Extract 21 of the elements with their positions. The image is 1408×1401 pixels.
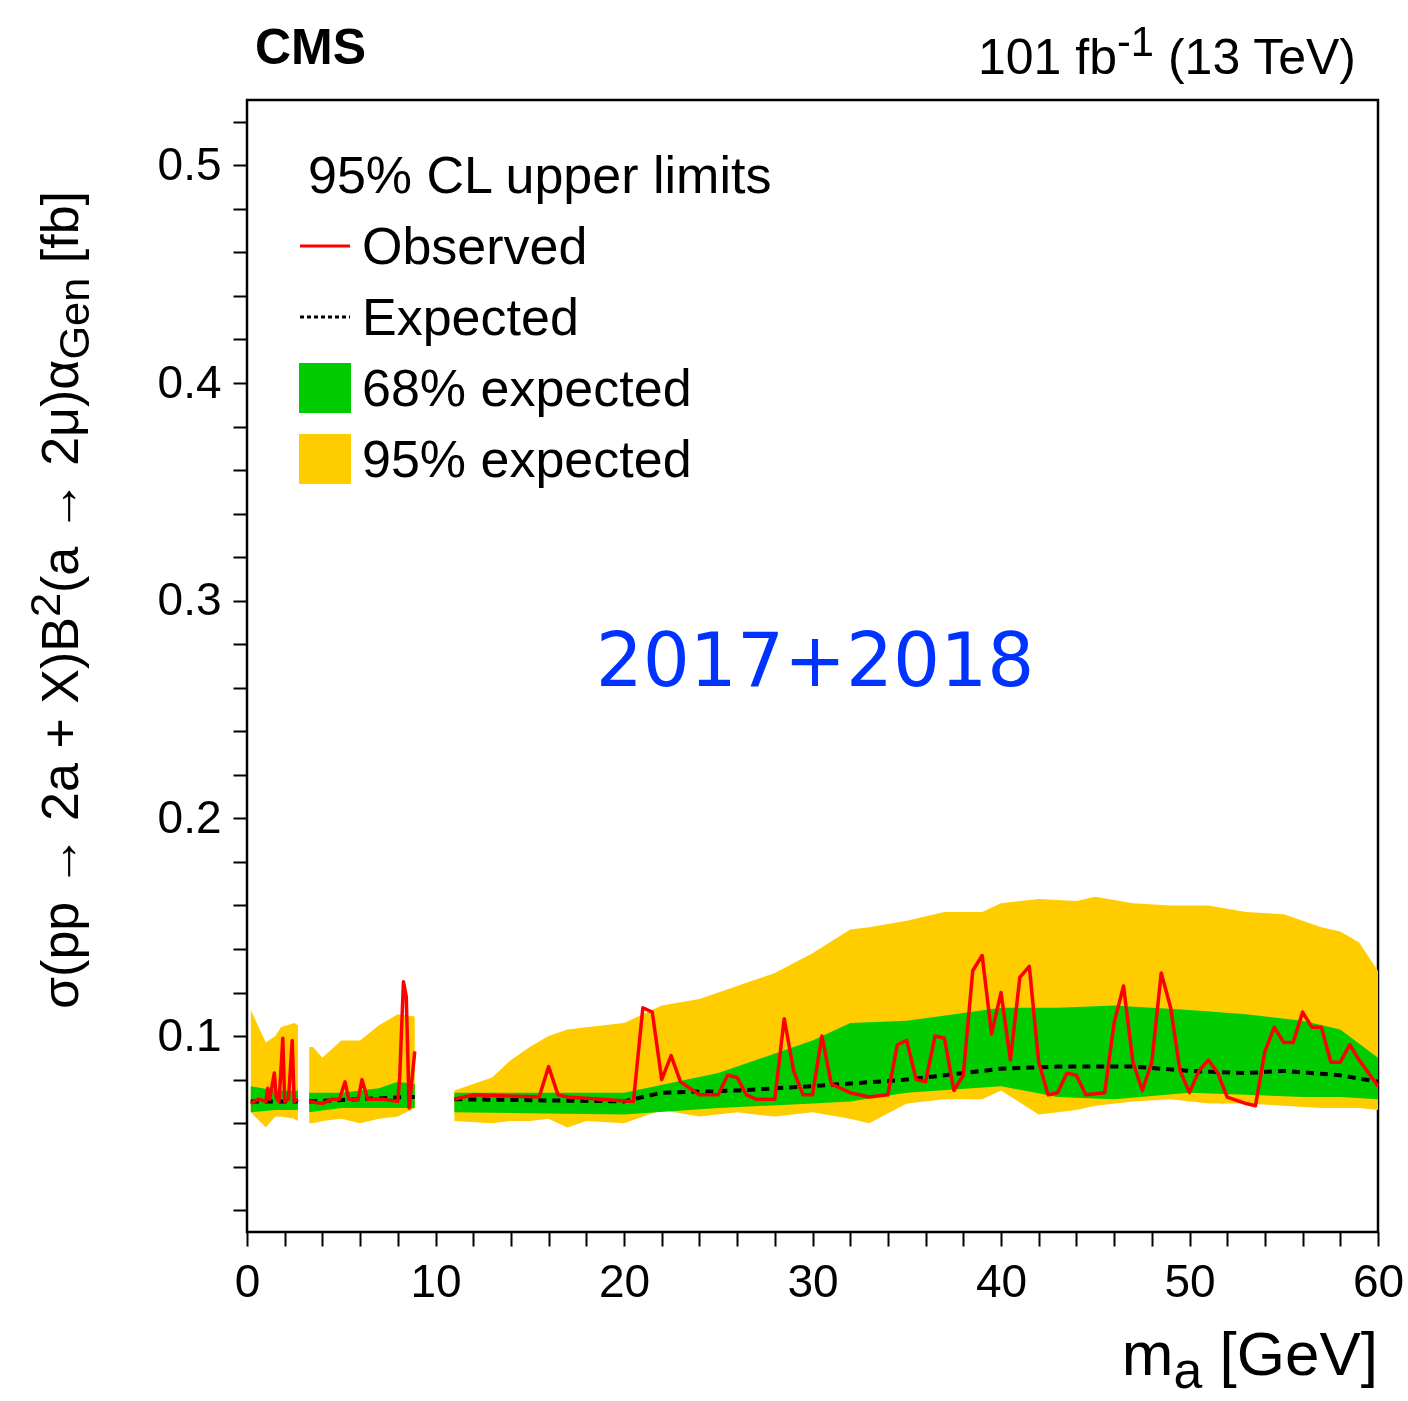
y-tick-label: 0.2 [157,790,222,843]
legend-title: 95% CL upper limits [308,145,772,206]
legend-label: Observed [362,215,588,276]
y-tick-label: 0.3 [157,573,222,626]
x-tick-label: 10 [410,1254,462,1307]
x-tick-label: 50 [1164,1254,1216,1307]
x-tick-label: 60 [1352,1254,1405,1307]
y-tick-label: 0.1 [157,1008,222,1061]
legend-label: Expected [362,286,579,347]
x-axis-title: m$_{a}$ [GeV] [1121,1318,1378,1401]
legend-label: 95% expected [362,428,692,489]
chart-title: CMS [255,18,367,76]
y-tick-label: 0.5 [157,137,222,190]
chart-subtitle: 101 fb$^{-1}$ (13 TeV) [977,18,1356,86]
x-tick-label: 40 [975,1254,1028,1307]
y-tick-label: 0.4 [157,355,222,408]
x-tick-label: 30 [787,1254,839,1307]
x-tick-label: 20 [598,1254,651,1307]
legend-label: 68% expected [362,357,692,418]
annotation: 2017+2018 [595,617,1035,703]
x-tick-label: 0 [234,1254,261,1307]
